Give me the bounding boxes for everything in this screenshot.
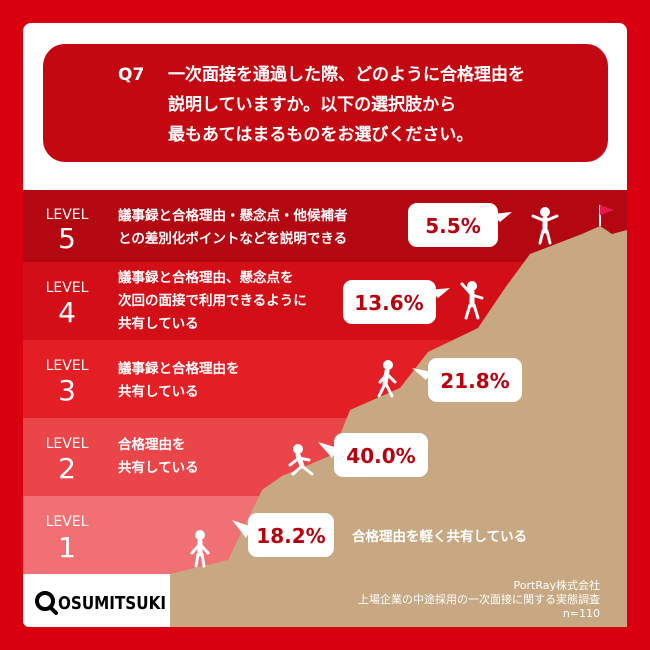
- source-company: PortRay株式会社: [514, 578, 600, 592]
- level-word: LEVEL: [46, 514, 89, 530]
- question-line-1: 一次面接を通過した際、どのように合格理由を: [168, 64, 525, 85]
- value-label-level-1: 18.2%: [256, 524, 325, 548]
- climber-icon-level-4: [460, 281, 484, 320]
- question-number: Q7: [118, 65, 144, 85]
- description-level-4-line-3: 共有している: [118, 315, 199, 332]
- level-label-1: LEVEL 1: [46, 514, 89, 564]
- level-label-3: LEVEL 3: [46, 358, 89, 407]
- value-label-level-2: 40.0%: [346, 444, 415, 468]
- summit-flag-icon: [599, 205, 614, 226]
- level-word: LEVEL: [46, 358, 89, 374]
- description-level-2-line-2: 共有している: [118, 459, 199, 476]
- value-label-level-5: 5.5%: [425, 214, 480, 238]
- level-number: 3: [58, 374, 76, 407]
- value-bubble-level-4: 13.6%: [343, 280, 450, 324]
- description-level-5-line-2: との差別化ポイントなどを説明できる: [118, 230, 347, 247]
- band-level-5: [23, 190, 627, 262]
- description-level-4-line-1: 議事録と合格理由、懸念点を: [118, 269, 294, 286]
- level-number: 2: [58, 452, 76, 485]
- level-word: LEVEL: [46, 436, 89, 452]
- question-line-2: 説明していますか。以下の選択肢から: [168, 94, 456, 115]
- description-level-3-line-1: 議事録と合格理由を: [118, 360, 240, 377]
- value-bubble-level-1: 18.2%: [232, 513, 334, 557]
- level-word: LEVEL: [46, 280, 89, 296]
- level-label-4: LEVEL 4: [46, 280, 89, 329]
- level-number: 4: [58, 296, 76, 329]
- description-level-1: 合格理由を軽く共有している: [352, 528, 527, 545]
- climber-icon-level-2: [288, 444, 314, 476]
- climber-icon-level-1: [190, 530, 210, 568]
- level-number: 5: [58, 222, 76, 255]
- description-level-4-line-2: 次回の面接で利用できるように: [118, 292, 307, 309]
- description-level-2-line-1: 合格理由を: [118, 436, 186, 453]
- question-box: [43, 44, 608, 162]
- source-survey: 上場企業の中途採用の一次面接に関する実態調査: [358, 592, 600, 606]
- level-number: 1: [58, 531, 76, 564]
- value-bubble-level-2: 40.0%: [318, 433, 428, 477]
- level-label-2: LEVEL 2: [46, 436, 89, 485]
- description-level-5-line-1: 議事録と合格理由・懸念点・他候補者: [118, 207, 348, 224]
- climber-icon-level-5: [531, 207, 559, 245]
- level-word: LEVEL: [46, 207, 89, 223]
- osumitsuki-logo: OSUMITSUKI: [35, 591, 166, 615]
- description-level-3-line-2: 共有している: [118, 383, 199, 400]
- question-line-3: 最もあてはまるものをお選びください。: [168, 125, 473, 145]
- value-label-level-3: 21.8%: [440, 369, 509, 393]
- value-bubble-level-5: 5.5%: [408, 203, 512, 247]
- climber-icon-level-3: [377, 360, 397, 398]
- value-bubble-level-3: 21.8%: [412, 358, 522, 402]
- value-label-level-4: 13.6%: [354, 291, 423, 315]
- magnifier-icon: [35, 591, 55, 611]
- source-sample-size: n=110: [563, 607, 600, 620]
- level-label-5: LEVEL 5: [46, 207, 89, 255]
- logo-text: OSUMITSUKI: [58, 593, 166, 614]
